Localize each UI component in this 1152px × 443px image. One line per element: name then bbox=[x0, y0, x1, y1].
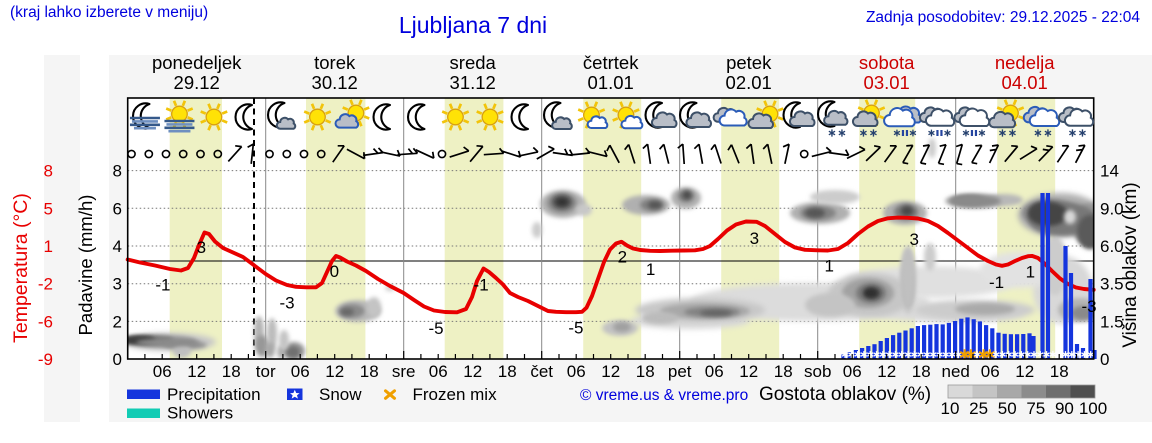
svg-text:3: 3 bbox=[750, 229, 759, 248]
svg-text:-9: -9 bbox=[38, 350, 53, 369]
svg-text:1: 1 bbox=[824, 257, 833, 276]
svg-text:Frozen mix: Frozen mix bbox=[413, 385, 498, 404]
svg-text:1: 1 bbox=[44, 237, 53, 256]
svg-text:sob: sob bbox=[804, 362, 831, 381]
svg-text:-3: -3 bbox=[1081, 297, 1096, 316]
svg-text:ponedeljek: ponedeljek bbox=[152, 52, 242, 73]
svg-text:Showers: Showers bbox=[167, 404, 233, 423]
svg-text:18: 18 bbox=[498, 362, 517, 381]
svg-text:pet: pet bbox=[668, 362, 692, 381]
svg-text:5: 5 bbox=[44, 199, 53, 218]
svg-text:2: 2 bbox=[618, 248, 627, 267]
svg-text:12: 12 bbox=[601, 362, 620, 381]
svg-text:sreda: sreda bbox=[450, 52, 497, 73]
svg-text:25: 25 bbox=[969, 399, 988, 418]
svg-text:-2: -2 bbox=[38, 275, 53, 294]
svg-text:6.0: 6.0 bbox=[1100, 237, 1124, 256]
svg-text:petek: petek bbox=[726, 52, 772, 73]
svg-text:06: 06 bbox=[705, 362, 724, 381]
svg-text:18: 18 bbox=[774, 362, 793, 381]
svg-text:tor: tor bbox=[256, 362, 276, 381]
svg-text:8: 8 bbox=[44, 162, 53, 181]
svg-text:06: 06 bbox=[429, 362, 448, 381]
svg-text:torek: torek bbox=[314, 52, 356, 73]
svg-text:29.12: 29.12 bbox=[174, 72, 220, 93]
svg-text:4: 4 bbox=[113, 237, 122, 256]
svg-text:14: 14 bbox=[1100, 162, 1119, 181]
svg-text:75: 75 bbox=[1026, 399, 1045, 418]
svg-text:3: 3 bbox=[113, 275, 122, 294]
svg-text:3: 3 bbox=[909, 230, 918, 249]
svg-text:Temperatura (°C): Temperatura (°C) bbox=[10, 193, 32, 343]
svg-text:12: 12 bbox=[325, 362, 344, 381]
svg-text:18: 18 bbox=[912, 362, 931, 381]
svg-text:30.12: 30.12 bbox=[312, 72, 358, 93]
svg-text:Zadnja posodobitev: 29.12.2025: Zadnja posodobitev: 29.12.2025 - 22:04 bbox=[866, 9, 1140, 26]
svg-text:18: 18 bbox=[222, 362, 241, 381]
svg-text:0: 0 bbox=[113, 350, 122, 369]
svg-text:12: 12 bbox=[739, 362, 758, 381]
svg-text:06: 06 bbox=[981, 362, 1000, 381]
svg-text:1: 1 bbox=[1026, 263, 1035, 282]
svg-text:12: 12 bbox=[877, 362, 896, 381]
svg-text:-5: -5 bbox=[568, 319, 583, 338]
svg-text:© vreme.us & vreme.pro: © vreme.us & vreme.pro bbox=[580, 387, 748, 404]
svg-text:Padavine (mm/h): Padavine (mm/h) bbox=[75, 195, 96, 336]
svg-text:Gostota oblakov (%): Gostota oblakov (%) bbox=[759, 384, 931, 405]
svg-text:1.5: 1.5 bbox=[1100, 312, 1124, 331]
svg-text:3: 3 bbox=[197, 238, 206, 257]
svg-text:-3: -3 bbox=[279, 294, 294, 313]
svg-text:sre: sre bbox=[392, 362, 416, 381]
svg-text:0: 0 bbox=[330, 262, 339, 281]
svg-text:12: 12 bbox=[1015, 362, 1034, 381]
svg-text:-1: -1 bbox=[474, 276, 489, 295]
svg-text:2: 2 bbox=[113, 312, 122, 331]
svg-text:18: 18 bbox=[360, 362, 379, 381]
svg-text:9.0: 9.0 bbox=[1100, 199, 1124, 218]
svg-text:sobota: sobota bbox=[859, 52, 915, 73]
svg-text:četrtek: četrtek bbox=[583, 52, 639, 73]
svg-text:06: 06 bbox=[843, 362, 862, 381]
svg-text:Snow: Snow bbox=[319, 385, 362, 404]
svg-text:Ljubljana 7 dni: Ljubljana 7 dni bbox=[399, 12, 547, 38]
svg-text:01.01: 01.01 bbox=[588, 72, 634, 93]
svg-text:ned: ned bbox=[942, 362, 970, 381]
svg-text:10: 10 bbox=[941, 399, 960, 418]
svg-text:06: 06 bbox=[567, 362, 586, 381]
svg-text:18: 18 bbox=[636, 362, 655, 381]
svg-text:18: 18 bbox=[1050, 362, 1069, 381]
svg-text:-5: -5 bbox=[428, 319, 443, 338]
svg-text:Višina oblakov (km): Višina oblakov (km) bbox=[1120, 182, 1141, 347]
svg-text:6: 6 bbox=[113, 199, 122, 218]
svg-text:1: 1 bbox=[646, 260, 655, 279]
svg-text:0: 0 bbox=[1100, 350, 1109, 369]
svg-text:-1: -1 bbox=[989, 273, 1004, 292]
svg-text:04.01: 04.01 bbox=[1002, 72, 1048, 93]
svg-text:Precipitation: Precipitation bbox=[167, 385, 261, 404]
svg-text:31.12: 31.12 bbox=[450, 72, 496, 93]
svg-text:12: 12 bbox=[463, 362, 482, 381]
svg-text:06: 06 bbox=[291, 362, 310, 381]
svg-text:100: 100 bbox=[1079, 399, 1107, 418]
svg-text:-6: -6 bbox=[38, 312, 53, 331]
svg-text:nedelja: nedelja bbox=[995, 52, 1055, 73]
svg-text:06: 06 bbox=[153, 362, 172, 381]
svg-text:-1: -1 bbox=[155, 276, 170, 295]
svg-text:12: 12 bbox=[187, 362, 206, 381]
svg-text:3.5: 3.5 bbox=[1100, 275, 1124, 294]
svg-text:50: 50 bbox=[998, 399, 1017, 418]
svg-text:02.01: 02.01 bbox=[726, 72, 772, 93]
svg-text:8: 8 bbox=[113, 162, 122, 181]
svg-text:čet: čet bbox=[530, 362, 553, 381]
svg-text:(kraj lahko izberete v meniju): (kraj lahko izberete v meniju) bbox=[10, 4, 208, 21]
svg-text:90: 90 bbox=[1055, 399, 1074, 418]
svg-text:03.01: 03.01 bbox=[864, 72, 910, 93]
